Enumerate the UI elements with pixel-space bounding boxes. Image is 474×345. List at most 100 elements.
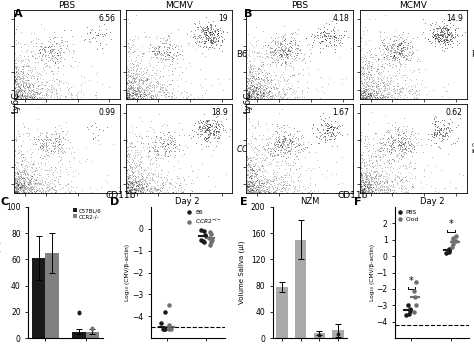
Point bbox=[360, 72, 368, 77]
Point bbox=[413, 95, 420, 101]
Point bbox=[290, 96, 298, 101]
Point bbox=[339, 34, 346, 40]
Point bbox=[33, 90, 41, 95]
Point bbox=[158, 190, 165, 196]
Point bbox=[21, 164, 29, 169]
Point bbox=[431, 121, 439, 126]
Point bbox=[299, 135, 307, 140]
Point bbox=[136, 83, 143, 89]
Point bbox=[286, 185, 293, 190]
Point bbox=[243, 182, 251, 187]
Point bbox=[255, 86, 263, 91]
Point bbox=[16, 85, 23, 90]
Point bbox=[14, 171, 21, 177]
Point bbox=[379, 92, 387, 98]
Point bbox=[362, 88, 369, 93]
Point bbox=[248, 62, 255, 68]
Point bbox=[335, 36, 342, 41]
Point bbox=[250, 89, 257, 95]
Point bbox=[146, 162, 154, 167]
Point bbox=[244, 72, 252, 78]
Point bbox=[331, 34, 338, 40]
Point bbox=[129, 186, 137, 191]
Point bbox=[382, 96, 390, 101]
Point bbox=[402, 127, 410, 132]
Point bbox=[248, 72, 255, 78]
Point bbox=[285, 50, 293, 56]
Point bbox=[273, 139, 281, 145]
Point bbox=[89, 27, 96, 32]
Point bbox=[408, 184, 416, 189]
Point bbox=[142, 87, 149, 93]
Point bbox=[251, 76, 259, 81]
Point bbox=[367, 187, 374, 193]
Point bbox=[217, 30, 225, 36]
Point bbox=[281, 88, 288, 93]
Point bbox=[154, 187, 161, 193]
Point bbox=[125, 43, 132, 49]
Point bbox=[367, 82, 374, 88]
Point bbox=[166, 42, 173, 48]
Point bbox=[37, 21, 45, 26]
Point bbox=[366, 89, 374, 95]
Point bbox=[365, 176, 373, 182]
Point bbox=[133, 187, 140, 192]
Point bbox=[404, 74, 411, 79]
Point bbox=[357, 180, 365, 186]
Point bbox=[59, 62, 66, 68]
Point bbox=[212, 132, 219, 138]
Point bbox=[328, 124, 335, 129]
Point bbox=[370, 190, 377, 195]
Point bbox=[10, 170, 18, 176]
Point bbox=[131, 188, 139, 194]
Point bbox=[190, 34, 197, 39]
Point bbox=[401, 40, 408, 45]
Point bbox=[244, 172, 252, 178]
Point bbox=[291, 40, 299, 46]
Point bbox=[203, 36, 211, 41]
Point bbox=[205, 118, 213, 123]
Point bbox=[208, 39, 216, 44]
Point bbox=[368, 89, 376, 95]
Point bbox=[18, 57, 25, 62]
Point bbox=[45, 45, 52, 50]
Point bbox=[11, 180, 18, 185]
Point bbox=[265, 90, 273, 95]
Point bbox=[379, 93, 386, 99]
Point bbox=[170, 154, 178, 159]
Point bbox=[36, 132, 43, 138]
Point bbox=[252, 88, 260, 93]
Point bbox=[140, 167, 147, 172]
Point bbox=[430, 131, 438, 137]
Point bbox=[256, 184, 264, 190]
Point bbox=[395, 124, 402, 129]
Point bbox=[434, 34, 442, 39]
Point bbox=[156, 85, 164, 90]
Point bbox=[269, 49, 276, 55]
Point bbox=[136, 90, 143, 96]
Point bbox=[42, 56, 49, 61]
Point bbox=[378, 146, 385, 151]
Point bbox=[70, 156, 78, 161]
Point bbox=[54, 144, 62, 150]
Point bbox=[283, 49, 291, 54]
Point bbox=[321, 36, 328, 42]
Point bbox=[13, 189, 21, 195]
Point bbox=[334, 37, 342, 42]
Point bbox=[247, 172, 255, 178]
Point bbox=[17, 90, 24, 96]
Point bbox=[271, 185, 279, 190]
Point bbox=[245, 167, 252, 173]
Point bbox=[41, 82, 48, 87]
Point bbox=[56, 136, 64, 142]
Point bbox=[285, 62, 293, 68]
Point bbox=[16, 80, 23, 86]
Point bbox=[215, 129, 222, 135]
Point bbox=[131, 186, 139, 191]
Point bbox=[281, 187, 288, 193]
Y-axis label: Volume Saliva (µl): Volume Saliva (µl) bbox=[239, 241, 245, 304]
Point bbox=[435, 25, 442, 30]
Point bbox=[364, 189, 371, 195]
Point bbox=[17, 49, 24, 54]
Point bbox=[374, 176, 382, 182]
